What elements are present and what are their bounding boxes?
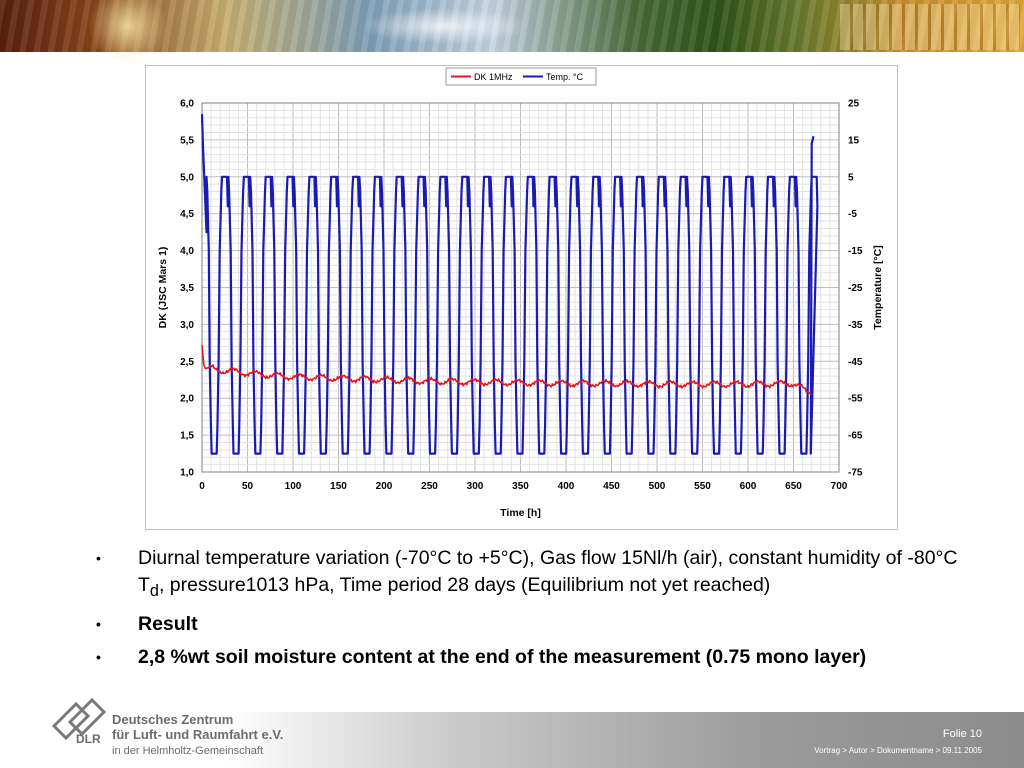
bullet-item-result: • Result: [96, 611, 976, 638]
legend-label-dk: DK 1MHz: [474, 72, 513, 82]
y-tick-label: 2,0: [180, 394, 194, 405]
y2-tick-label: -65: [848, 431, 863, 442]
x-tick-label: 300: [467, 481, 484, 492]
y2-tick-label: 5: [848, 172, 854, 183]
y-tick-label: 4,0: [180, 246, 194, 257]
y-tick-label: 6,0: [180, 99, 194, 110]
x-axis-title: Time [h]: [500, 507, 541, 519]
y2-axis-title: Temperature [°C]: [872, 245, 884, 330]
y-tick-label: 3,0: [180, 320, 194, 331]
x-tick-label: 400: [558, 481, 575, 492]
y-tick-label: 3,5: [180, 283, 194, 294]
y2-tick-label: -35: [848, 320, 863, 331]
footer-info: Vortrag > Autor > Dokumentname > 09.11.2…: [814, 746, 982, 755]
legend-label-temp: Temp. °C: [546, 72, 584, 82]
org-line-3: in der Helmholtz-Gemeinschaft: [112, 745, 264, 757]
slide-number: Folie 10: [942, 728, 982, 740]
bullet-marker: •: [96, 615, 101, 632]
plot-area-border: [201, 102, 840, 473]
bullet-item-moisture: • 2,8 %wt soil moisture content at the e…: [96, 644, 976, 671]
x-tick-label: 600: [740, 481, 757, 492]
x-tick-label: 250: [421, 481, 438, 492]
org-line-1: Deutsches Zentrum: [112, 712, 234, 727]
footer-bar: [0, 712, 1024, 768]
x-tick-label: 550: [694, 481, 711, 492]
y2-tick-label: -25: [848, 283, 863, 294]
y2-tick-label: 15: [848, 135, 860, 146]
bullet-item-conditions: • Diurnal temperature variation (-70°C t…: [96, 545, 976, 605]
y2-tick-label: -45: [848, 357, 863, 368]
y2-tick-label: -5: [848, 209, 857, 220]
bullet-marker: •: [96, 550, 101, 566]
x-tick-label: 150: [330, 481, 347, 492]
dlr-logo: DLR: [51, 697, 107, 744]
x-tick-label: 350: [512, 481, 529, 492]
dk-series-line: [201, 345, 813, 396]
x-tick-label: 100: [285, 481, 302, 492]
y-tick-label: 1,5: [180, 431, 194, 442]
bullet-marker: •: [96, 648, 101, 665]
header-banner-image: [0, 0, 1024, 66]
x-tick-label: 500: [649, 481, 666, 492]
y2-tick-label: 25: [848, 99, 860, 110]
chart-frame: 0 50 100 150 200 250 300 350 400 450 500 550 600 650 7…: [145, 65, 898, 530]
bullet-text-result: Result: [138, 612, 198, 635]
y-tick-label: 5,0: [180, 172, 194, 183]
legend-box: [445, 67, 597, 86]
bullet-text-conditions-pre: Diurnal temperature variation (-70°C to …: [138, 547, 958, 596]
org-line-2: für Luft- und Raumfahrt e.V.: [112, 727, 284, 742]
dk-temperature-chart: 0 50 100 150 200 250 300 350 400 450 500 550 600 650 7…: [157, 67, 884, 519]
x-tick-label: 650: [785, 481, 802, 492]
bullet-text-subscript: d: [149, 581, 159, 600]
bullet-list: • Diurnal temperature variation (-70°C t…: [96, 545, 976, 677]
bullet-text-conditions-post: , pressure1013 hPa, Time period 28 days …: [158, 574, 771, 596]
bullet-text-moisture: 2,8 %wt soil moisture content at the end…: [138, 645, 867, 668]
organization-name: Deutsches Zentrum für Luft- und Raumfahr…: [112, 712, 283, 760]
x-tick-label: 450: [603, 481, 620, 492]
x-tick-label: 700: [831, 481, 848, 492]
y2-tick-label: -55: [848, 394, 863, 405]
x-tick-label: 0: [199, 481, 205, 492]
y2-tick-label: -75: [848, 468, 863, 479]
y2-tick-label: -15: [848, 246, 863, 257]
y-tick-label: 1,0: [180, 468, 194, 479]
temperature-series-line: [200, 114, 819, 455]
y-axis-title: DK (JSC Mars 1): [157, 247, 169, 329]
y-tick-label: 4,5: [180, 209, 194, 220]
dlr-logo-text: DLR: [76, 732, 101, 744]
x-tick-label: 50: [242, 481, 254, 492]
y-tick-label: 5,5: [180, 135, 194, 146]
y-tick-label: 2,5: [180, 357, 194, 368]
x-tick-label: 200: [376, 481, 393, 492]
